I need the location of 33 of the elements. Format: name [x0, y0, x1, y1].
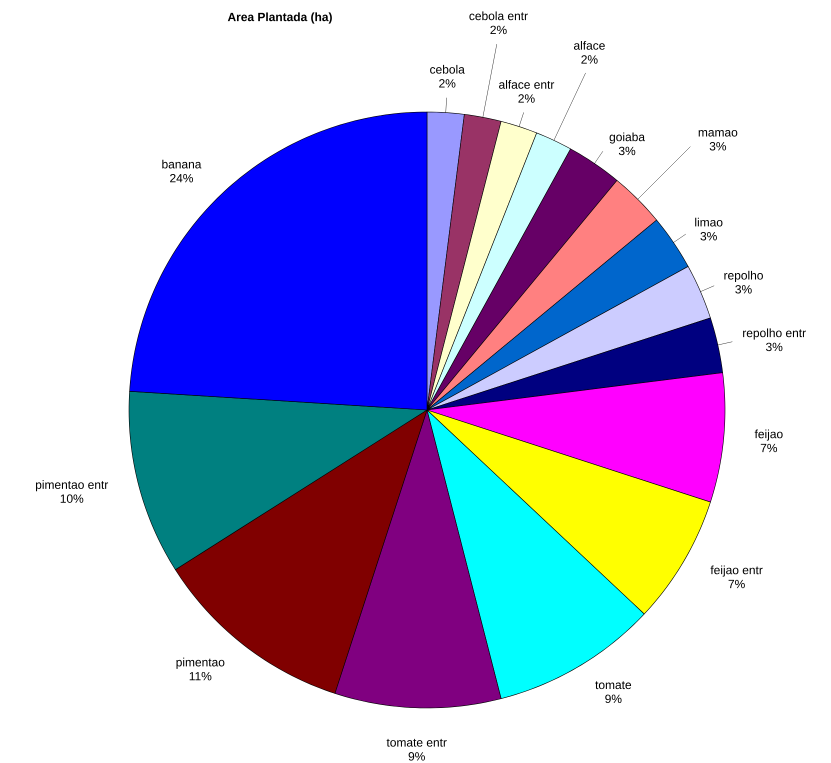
slice-label: pimentao	[176, 658, 224, 669]
slice-label: alface	[574, 40, 605, 50]
data-label: 7%	[728, 580, 745, 588]
data-label: 24%	[170, 174, 193, 182]
data-label: 10%	[60, 494, 84, 503]
data-label: 3%	[766, 342, 782, 352]
slice-label: mamao	[698, 130, 738, 137]
data-label: 3%	[735, 285, 752, 294]
data-label: 3%	[700, 232, 717, 240]
slice-label: limao	[695, 218, 722, 226]
chart-title: Area Plantada (ha)	[228, 12, 332, 24]
slice-label: banana	[162, 160, 202, 168]
slice-label: tomate entr	[386, 738, 447, 747]
data-label: 2%	[518, 94, 535, 103]
data-label: 11%	[190, 672, 212, 680]
slice-label: cebola entr	[469, 11, 528, 20]
slice-label: pimentao entr	[36, 480, 108, 492]
slice-label: tomate	[595, 681, 632, 690]
slice-label: repolho	[724, 270, 763, 282]
data-label: 7%	[760, 444, 778, 452]
slice-label: alface entr	[499, 80, 554, 89]
slice-label: feijao	[754, 430, 783, 441]
data-label: 3%	[710, 142, 726, 151]
slice-label: goiaba	[610, 132, 645, 144]
data-label: 3%	[618, 146, 636, 156]
slice-label: repolho entr	[743, 328, 806, 340]
data-label: 2%	[581, 55, 598, 64]
data-label: 2%	[439, 79, 456, 88]
slice-label: cebola	[430, 64, 465, 74]
data-label: 9%	[408, 752, 425, 761]
slice-label: feijao entr	[710, 566, 763, 577]
data-label: 2%	[490, 26, 507, 34]
data-label: 9%	[605, 694, 622, 704]
